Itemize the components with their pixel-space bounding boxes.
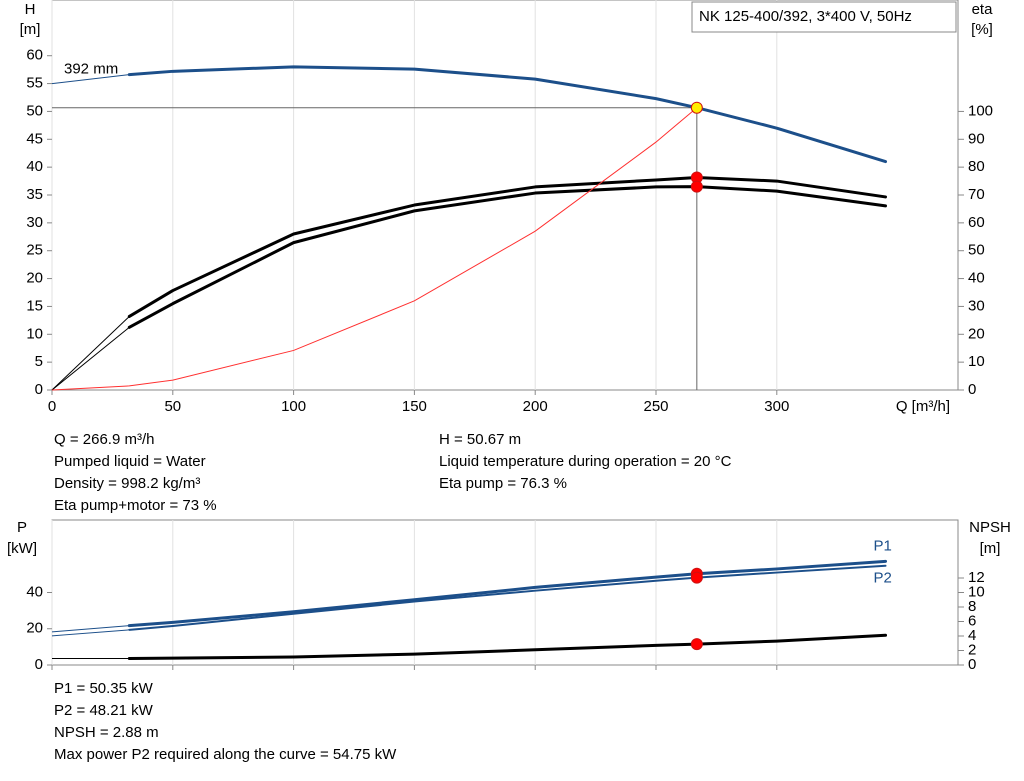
operating-point: [690, 571, 703, 584]
y-tick-label: 60: [26, 47, 43, 64]
operating-point: [690, 638, 703, 651]
info-line: P2 = 48.21 kW: [54, 702, 154, 719]
operating-point: [690, 180, 703, 193]
operating-point: [690, 101, 703, 114]
y2-axis-unit: [%]: [971, 21, 993, 38]
curve: [127, 633, 888, 660]
info-line: Density = 998.2 kg/m³: [54, 475, 200, 492]
y-axis-unit: [m]: [20, 21, 41, 38]
info-line: Max power P2 required along the curve = …: [54, 746, 397, 763]
y-tick-label: 15: [26, 297, 43, 314]
y2-tick-label: 10: [968, 353, 985, 370]
curve: [127, 175, 888, 318]
y2-axis-label: NPSH: [969, 519, 1011, 536]
y2-tick-label: 70: [968, 186, 985, 203]
y-tick-label: 0: [35, 656, 43, 673]
y2-tick-label: 2: [968, 641, 976, 658]
curve-extension: [51, 629, 130, 637]
info-line: Pumped liquid = Water: [54, 453, 206, 470]
x-tick-label: 100: [281, 398, 306, 415]
curve: [128, 564, 887, 631]
x-tick-label: 150: [402, 398, 427, 415]
system-curve: [51, 107, 698, 391]
y2-tick-label: 50: [968, 242, 985, 259]
y2-tick-label: 10: [968, 583, 985, 600]
y2-axis-label: eta: [972, 1, 994, 18]
info-line: Eta pump+motor = 73 %: [54, 497, 217, 514]
x-tick-label: 250: [643, 398, 668, 415]
curve-extension: [51, 74, 130, 85]
y-axis-label: P: [17, 519, 27, 536]
y-tick-label: 45: [26, 130, 43, 147]
y-tick-label: 40: [26, 158, 43, 175]
y-tick-label: 20: [26, 620, 43, 637]
y-tick-label: 0: [35, 381, 43, 398]
y2-tick-label: 60: [968, 214, 985, 231]
y-tick-label: 20: [26, 270, 43, 287]
x-axis-label: Q [m³/h]: [896, 398, 950, 415]
y2-axis-unit: [m]: [980, 540, 1001, 557]
y2-tick-label: 8: [968, 598, 976, 615]
info-line: P1 = 50.35 kW: [54, 680, 154, 697]
y2-tick-label: 6: [968, 612, 976, 629]
curve-extension: [51, 625, 130, 633]
y-axis-unit: [kW]: [7, 540, 37, 557]
y2-tick-label: 40: [968, 270, 985, 287]
y-tick-label: 30: [26, 214, 43, 231]
info-line: Eta pump = 76.3 %: [439, 475, 567, 492]
series-label: P2: [874, 570, 892, 587]
plot-frame: [51, 0, 959, 391]
y-tick-label: 40: [26, 583, 43, 600]
y-tick-label: 25: [26, 242, 43, 259]
x-tick-label: 0: [48, 398, 56, 415]
title-box: [691, 1, 957, 33]
series-label: 392 mm: [64, 61, 118, 78]
y-tick-label: 5: [35, 353, 43, 370]
y2-tick-label: 100: [968, 102, 993, 119]
x-tick-label: 300: [764, 398, 789, 415]
curve: [127, 185, 888, 329]
curve-extension: [51, 316, 130, 391]
curve: [127, 65, 888, 164]
y2-tick-label: 30: [968, 297, 985, 314]
y-tick-label: 50: [26, 102, 43, 119]
info-line: Liquid temperature during operation = 20…: [439, 453, 732, 470]
info-line: H = 50.67 m: [439, 431, 521, 448]
y2-tick-label: 0: [968, 381, 976, 398]
x-tick-label: 50: [164, 398, 181, 415]
x-tick-label: 200: [523, 398, 548, 415]
series-label: P1: [874, 537, 892, 554]
y2-tick-label: 90: [968, 130, 985, 147]
y2-tick-label: 12: [968, 569, 985, 586]
curve: [127, 559, 888, 628]
curve-extension: [51, 326, 130, 391]
info-line: NPSH = 2.88 m: [54, 724, 159, 741]
y2-tick-label: 0: [968, 656, 976, 673]
chart-title: NK 125-400/392, 3*400 V, 50Hz: [699, 8, 912, 25]
y2-tick-label: 80: [968, 158, 985, 175]
y2-tick-label: 20: [968, 325, 985, 342]
info-line: Q = 266.9 m³/h: [54, 431, 154, 448]
y-tick-label: 10: [26, 325, 43, 342]
y2-tick-label: 4: [968, 627, 976, 644]
y-tick-label: 55: [26, 75, 43, 92]
y-tick-label: 35: [26, 186, 43, 203]
y-axis-label: H: [25, 1, 36, 18]
